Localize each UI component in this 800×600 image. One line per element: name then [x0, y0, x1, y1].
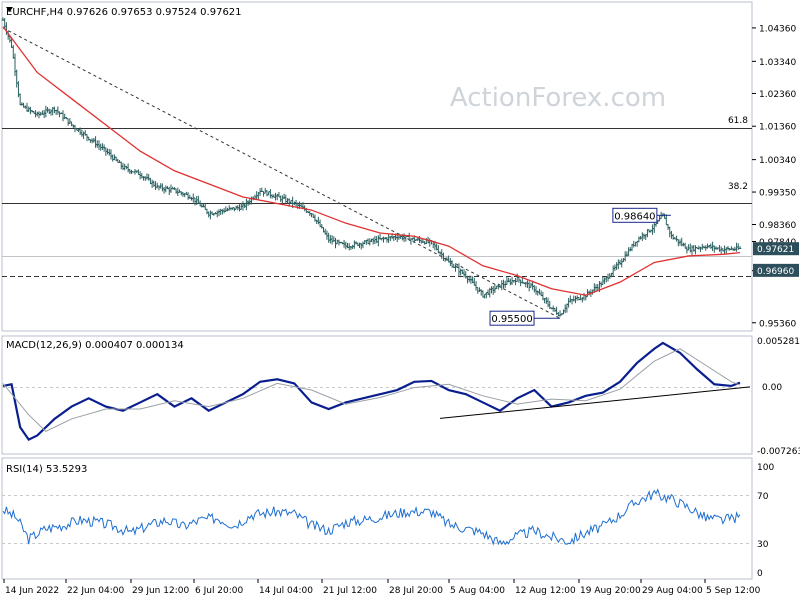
- price-tick-label: 1.00340: [759, 156, 796, 166]
- rsi-label: RSI(14) 53.5293: [6, 464, 87, 475]
- x-tick-label: 5 Sep 12:00: [706, 586, 761, 596]
- price-layer: 61.8 38.2 0.98640 0.95500: [1, 17, 748, 326]
- fib-label: 61.8: [728, 116, 748, 126]
- candlestick-series: [1, 17, 742, 317]
- price-tag-box: [753, 242, 799, 256]
- x-tick-label: 21 Jul 12:00: [323, 586, 377, 596]
- macd-trendline: [439, 386, 751, 419]
- dropdown-triangle-icon[interactable]: [6, 7, 13, 12]
- rsi-panel-frame: [1, 457, 753, 580]
- x-tick-label: 5 Aug 04:00: [450, 586, 505, 596]
- low-marker-label: 0.95500: [491, 314, 532, 325]
- price-tick-label: 1.04360: [759, 24, 796, 34]
- rsi-layer: [2, 488, 741, 546]
- x-tick-label: 12 Aug 12:00: [515, 586, 576, 596]
- macd-layer: [2, 341, 751, 442]
- price-tick-label: 0.98360: [759, 221, 796, 231]
- price-tick-label: 1.03340: [759, 58, 796, 68]
- macd-label: MACD(12,26,9) 0.000407 0.000134: [6, 340, 184, 351]
- price-axis: 1.04360 1.03340 1.02360 1.01360 1.00340 0.993…: [752, 24, 799, 329]
- price-tick-label: 0.95360: [759, 319, 796, 329]
- macd-signal-line: [2, 348, 741, 432]
- x-tick-label: 22 Jun 04:00: [67, 586, 124, 596]
- high-marker-label: 0.98640: [614, 211, 655, 222]
- downtrend-line: [2, 27, 561, 319]
- macd-panel-frame: [1, 335, 753, 455]
- price-panel-frame: [1, 1, 753, 332]
- rsi-tick-70: 70: [757, 492, 769, 502]
- x-tick-label: 14 Jul 04:00: [259, 586, 313, 596]
- x-tick-label: 14 Jun 2022: [5, 586, 59, 596]
- x-tick-label: 28 Jul 20:00: [389, 586, 443, 596]
- price-tick-label: 1.01360: [759, 123, 796, 133]
- rsi-tick-0: 0: [757, 569, 763, 579]
- price-tag-label: 0.96960: [757, 267, 794, 277]
- symbol-header: EURCHF,H4 0.97626 0.97653 0.97524 0.9762…: [6, 7, 242, 18]
- x-tick-label: 29 Jun 12:00: [132, 586, 189, 596]
- x-tick-label: 6 Jul 20:00: [195, 586, 244, 596]
- x-axis: 14 Jun 2022 22 Jun 04:00 29 Jun 12:00 6 Jul…: [3, 579, 761, 596]
- macd-tick-bottom: -0.007263: [757, 447, 800, 457]
- fib-label: 38.2: [728, 182, 748, 192]
- macd-tick-top: 0.005281: [757, 337, 800, 347]
- price-tag-label: 0.97621: [757, 245, 794, 255]
- rsi-tick-100: 100: [757, 463, 774, 473]
- price-tick-label: 0.99350: [759, 189, 796, 199]
- ema-line: [2, 26, 741, 296]
- price-tick-label: 1.02360: [759, 90, 796, 100]
- macd-tick-zero: 0.00: [762, 383, 782, 393]
- watermark: ActionForex.com: [450, 83, 666, 113]
- rsi-tick-30: 30: [757, 540, 769, 550]
- rsi-line: [2, 488, 741, 546]
- x-tick-label: 29 Aug 04:00: [642, 586, 703, 596]
- macd-line: [2, 341, 741, 442]
- price-tag-box: [753, 263, 799, 277]
- x-tick-label: 19 Aug 20:00: [580, 586, 641, 596]
